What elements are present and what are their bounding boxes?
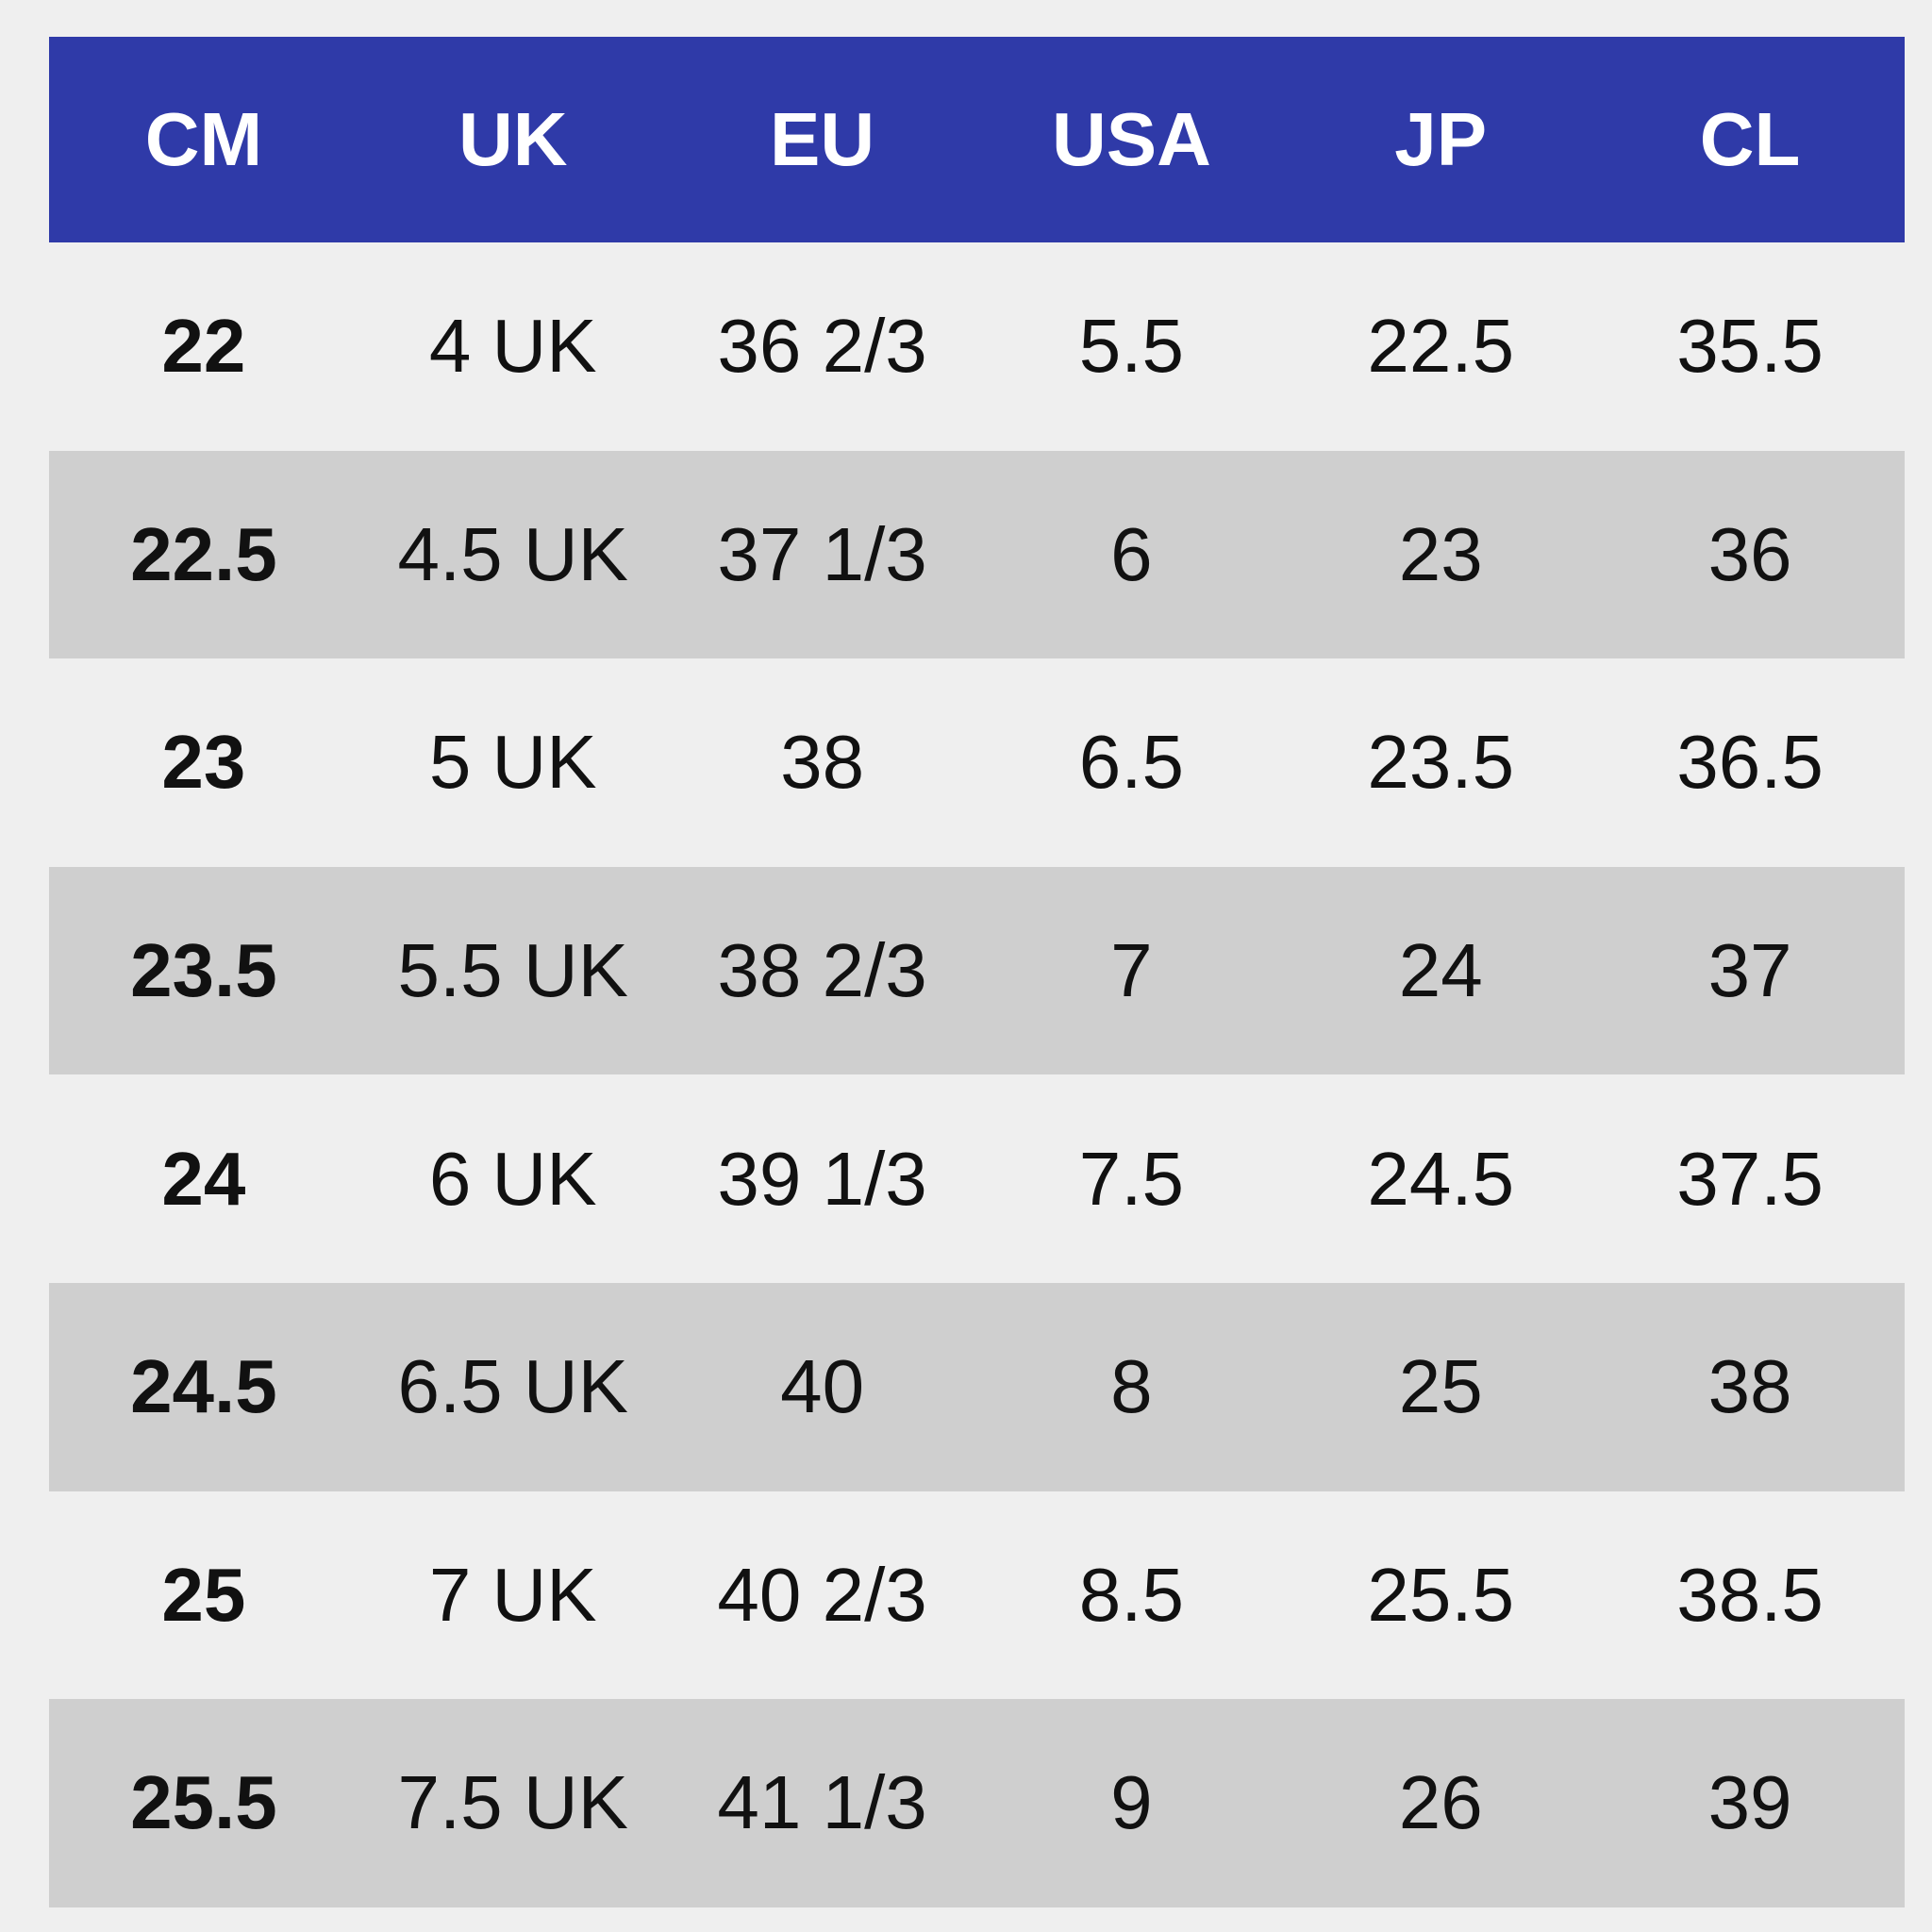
table-row: 25.5 7.5 UK 41 1/3 9 26 39 (49, 1699, 1905, 1907)
table-cell: 6 UK (428, 1136, 597, 1221)
table-cell: 41 1/3 (717, 1760, 927, 1845)
table-cell: 37 1/3 (717, 511, 927, 596)
table-cell: 23.5 (1367, 720, 1515, 805)
table-cell: 23 (1398, 511, 1483, 596)
table-cell: 23 (161, 720, 246, 805)
table-cell: 36 (1707, 511, 1792, 596)
table-cell: 7.5 UK (397, 1760, 629, 1845)
header-cell: USA (1051, 97, 1211, 181)
table-cell: 39 (1707, 1760, 1792, 1845)
table-cell: 7.5 (1078, 1136, 1184, 1221)
table-cell: 22.5 (1367, 304, 1515, 389)
table-cell: 23.5 (130, 928, 277, 1013)
table-cell: 4 UK (428, 304, 597, 389)
table-cell: 36 2/3 (717, 304, 927, 389)
table-cell: 22 (161, 304, 246, 389)
table-cell: 38.5 (1676, 1552, 1824, 1637)
table-cell: 38 (780, 720, 865, 805)
table-row: 25 7 UK 40 2/3 8.5 25.5 38.5 (49, 1491, 1905, 1700)
table-cell: 5 UK (428, 720, 597, 805)
table-cell: 25 (1398, 1344, 1483, 1429)
table-cell: 4.5 UK (397, 511, 629, 596)
table-cell: 8.5 (1078, 1552, 1184, 1637)
header-row: CM UK EU USA JP CL (49, 37, 1905, 242)
table-cell: 38 2/3 (717, 928, 927, 1013)
table-cell: 7 (1110, 928, 1153, 1013)
table-cell: 24 (161, 1136, 246, 1221)
table-cell: 39 1/3 (717, 1136, 927, 1221)
table-cell: 38 (1707, 1344, 1792, 1429)
table-row: 22 4 UK 36 2/3 5.5 22.5 35.5 (49, 242, 1905, 451)
table-cell: 5.5 UK (397, 928, 629, 1013)
table-cell: 22.5 (130, 511, 277, 596)
table-row: 23.5 5.5 UK 38 2/3 7 24 37 (49, 866, 1905, 1075)
table-cell: 25.5 (1367, 1552, 1515, 1637)
size-table: CM UK EU USA JP CL 22 4 UK 36 2/3 5.5 22.5 35.5 22.5… (49, 37, 1905, 1907)
table-cell: 40 2/3 (717, 1552, 927, 1637)
table-cell: 36.5 (1676, 720, 1824, 805)
table-row: 22.5 4.5 UK 37 1/3 6 23 36 (49, 450, 1905, 659)
table-cell: 6.5 (1078, 720, 1184, 805)
table-cell: 8 (1110, 1344, 1153, 1429)
table-cell: 9 (1110, 1760, 1153, 1845)
header-cell: CL (1699, 97, 1801, 181)
table-row: 24 6 UK 39 1/3 7.5 24.5 37.5 (49, 1074, 1905, 1283)
table-cell: 7 UK (428, 1552, 597, 1637)
table-row: 24.5 6.5 UK 40 8 25 38 (49, 1282, 1905, 1491)
table-cell: 26 (1398, 1760, 1483, 1845)
table-cell: 24.5 (1367, 1136, 1515, 1221)
table-cell: 6 (1110, 511, 1153, 596)
header-cell: EU (770, 97, 875, 181)
table-cell: 5.5 (1078, 304, 1184, 389)
table-cell: 6.5 UK (397, 1344, 629, 1429)
table-cell: 25 (161, 1552, 246, 1637)
table-row: 23 5 UK 38 6.5 23.5 36.5 (49, 658, 1905, 867)
table-cell: 37 (1707, 928, 1792, 1013)
table-cell: 25.5 (130, 1760, 277, 1845)
table-cell: 37.5 (1676, 1136, 1824, 1221)
table-cell: 35.5 (1676, 304, 1824, 389)
table-cell: 24 (1398, 928, 1483, 1013)
header-cell: CM (144, 97, 263, 181)
header-cell: UK (458, 97, 568, 181)
header-cell: JP (1394, 97, 1488, 181)
table-cell: 40 (780, 1344, 865, 1429)
table-cell: 24.5 (130, 1344, 277, 1429)
